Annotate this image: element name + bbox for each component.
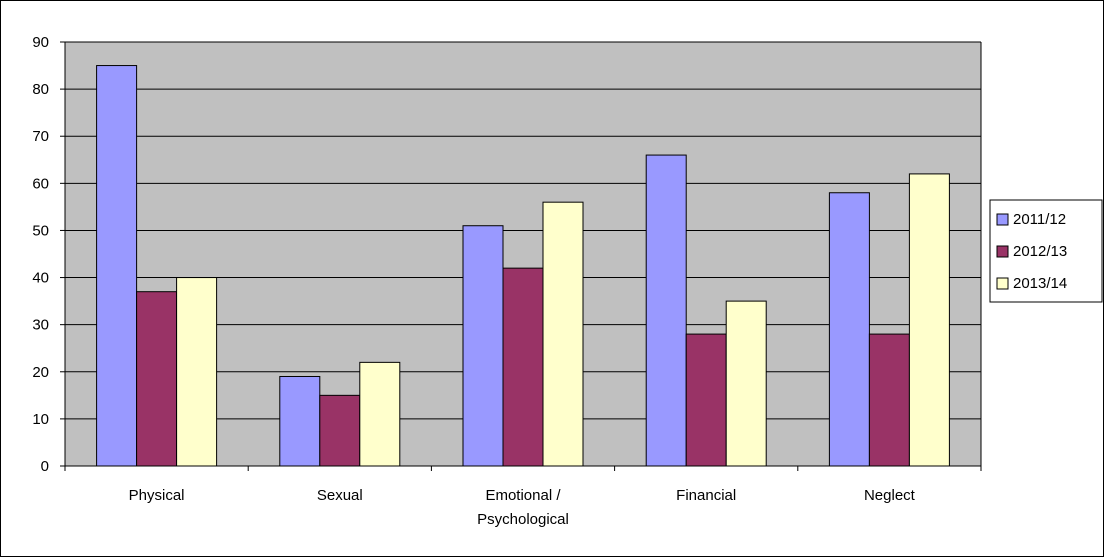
bar-2011-12-emotional-psychological bbox=[462, 225, 504, 467]
legend-swatch bbox=[996, 277, 1009, 290]
bar-2011-12-financial bbox=[645, 154, 687, 467]
y-tick-label: 40 bbox=[32, 270, 49, 287]
y-tick-label: 0 bbox=[41, 458, 49, 475]
legend-box bbox=[989, 199, 1103, 303]
bar-2013-14-neglect bbox=[908, 173, 950, 467]
y-tick-label: 30 bbox=[32, 317, 49, 334]
bar-2013-14-physical bbox=[176, 277, 218, 467]
y-tick-label: 80 bbox=[32, 81, 49, 98]
bars bbox=[96, 65, 950, 467]
x-tick-label: Psychological bbox=[477, 511, 569, 528]
legend-swatch bbox=[996, 245, 1009, 258]
y-tick-label: 10 bbox=[32, 411, 49, 428]
x-tick-label: Neglect bbox=[864, 487, 916, 504]
x-tick-label: Physical bbox=[129, 487, 185, 504]
legend-label: 2012/13 bbox=[1013, 243, 1067, 260]
y-tick-label: 90 bbox=[32, 34, 49, 51]
bar-2012-13-emotional-psychological bbox=[502, 267, 544, 467]
x-tick-label: Sexual bbox=[317, 487, 363, 504]
bar-2011-12-physical bbox=[96, 65, 138, 467]
y-tick-label: 70 bbox=[32, 128, 49, 145]
bar-2013-14-financial bbox=[725, 300, 767, 467]
y-tick-label: 50 bbox=[32, 222, 49, 239]
bar-2012-13-neglect bbox=[868, 333, 910, 467]
x-tick-label: Emotional / bbox=[485, 487, 561, 504]
bar-2011-12-neglect bbox=[828, 192, 870, 467]
bar-2012-13-sexual bbox=[319, 394, 361, 467]
bar-2013-14-emotional-psychological bbox=[542, 201, 584, 467]
legend-swatch bbox=[996, 213, 1009, 226]
bar-2013-14-sexual bbox=[359, 361, 401, 467]
bar-2012-13-financial bbox=[685, 333, 727, 467]
legend-label: 2011/12 bbox=[1013, 211, 1066, 228]
y-tick-label: 20 bbox=[32, 364, 49, 381]
y-tick-label: 60 bbox=[32, 175, 49, 192]
legend-label: 2013/14 bbox=[1013, 275, 1067, 292]
bar-2011-12-sexual bbox=[279, 375, 321, 467]
x-tick-label: Financial bbox=[676, 487, 736, 504]
bar-2012-13-physical bbox=[136, 291, 178, 467]
axes: 0 10 20 30 40 50 60 70 80 90 Physical Sexual Emotion… bbox=[32, 34, 982, 528]
legend: 2011/12 2012/13 2013/14 bbox=[989, 199, 1103, 303]
